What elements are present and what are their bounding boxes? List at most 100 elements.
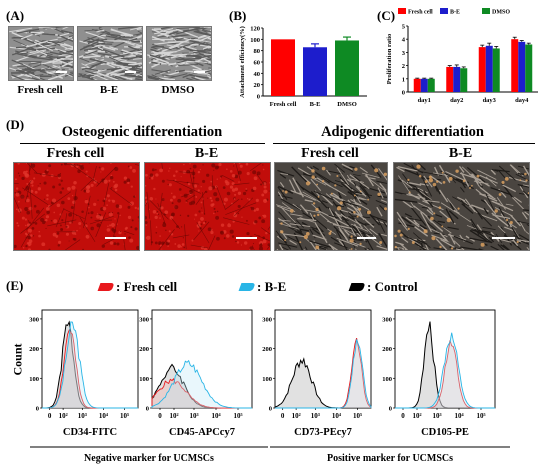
x-tick-label: 10³ xyxy=(78,412,87,420)
x-tick-label: 10³ xyxy=(189,412,198,420)
control-histogram xyxy=(42,320,138,409)
osteogenic-header: Osteogenic differentiation xyxy=(61,124,223,140)
bar xyxy=(453,66,461,92)
legend-label: : Fresh cell xyxy=(116,279,178,294)
bar xyxy=(413,78,421,92)
y-tick-label: 100 xyxy=(262,376,272,383)
y-tick-label: 200 xyxy=(382,346,392,353)
x-tick-label: 10⁵ xyxy=(353,412,362,420)
bar xyxy=(427,78,435,92)
bar xyxy=(420,78,428,92)
y-axis-label: Proliferation ratio xyxy=(386,34,393,85)
bar-dmso xyxy=(335,40,359,96)
panel-e-label: (E) xyxy=(6,278,24,293)
x-tick-label: 0 xyxy=(281,412,285,420)
micrograph-d-3 xyxy=(274,162,388,251)
panel-c-label: (C) xyxy=(377,8,396,23)
group-label: Positive marker for UCMSCs xyxy=(327,453,453,464)
y-tick-label: 0 xyxy=(146,406,149,413)
adipogenic-header: Adipogenic differentiation xyxy=(321,124,484,140)
attachment-efficiency-chart: 0 20 40 60 80 100 120 Fresh cell B-E DMSO Attachme… xyxy=(239,26,367,108)
x-tick-label: 10³ xyxy=(311,412,320,420)
be-histogram xyxy=(395,332,495,409)
bar xyxy=(518,41,526,92)
marker-label: CD34-FITC xyxy=(63,427,117,438)
y-tick-label: 200 xyxy=(262,346,272,353)
x-tick-label: 10² xyxy=(412,412,421,420)
y-tick-label: 200 xyxy=(139,346,149,353)
x-tick-label: B-E xyxy=(310,101,321,108)
legend-swatch xyxy=(398,8,406,14)
micrograph-a-caption: B-E xyxy=(99,84,119,96)
y-tick-label: 120 xyxy=(250,26,260,33)
bar xyxy=(511,39,519,92)
bar-fresh-cell xyxy=(271,39,295,96)
y-tick-label: 80 xyxy=(254,48,261,55)
y-tick-label: 0 xyxy=(402,90,405,97)
marker-label: CD73-PEcy7 xyxy=(294,427,352,438)
scale-bar xyxy=(105,237,126,239)
osteogenic-underline xyxy=(20,143,265,144)
scale-bar xyxy=(492,237,515,239)
bar xyxy=(446,66,454,92)
micrograph-d-caption: B-E xyxy=(194,146,219,161)
legend-label: B-E xyxy=(450,10,460,16)
y-tick-label: 0 xyxy=(269,406,272,413)
y-tick-label: 0 xyxy=(257,94,260,101)
legend-label: Fresh cell xyxy=(408,10,433,16)
micrograph-a-2 xyxy=(77,26,143,81)
scale-bar xyxy=(125,71,136,73)
micrograph-d-2 xyxy=(144,162,271,251)
y-tick-label: 20 xyxy=(254,82,261,89)
scale-bar xyxy=(194,71,205,73)
bar xyxy=(478,47,486,92)
x-tick-label: 10² xyxy=(59,412,68,420)
x-tick-label: 10⁴ xyxy=(211,412,221,420)
y-tick-label: 2 xyxy=(402,63,405,70)
histogram-frame xyxy=(41,309,139,409)
y-tick-label: 300 xyxy=(262,316,272,323)
x-tick-label: 0 xyxy=(158,412,162,420)
x-tick-label: day4 xyxy=(515,97,529,104)
histogram-4: 0 100 200 300 0 10² 10³ 10⁴ 10⁵ CD105-PE xyxy=(382,309,496,438)
x-tick-label: 10² xyxy=(292,412,301,420)
x-tick-label: DMSO xyxy=(337,101,357,108)
scale-bar xyxy=(56,71,67,73)
histogram-2: 0 100 200 300 0 10² 10³ 10⁴ 10⁵ CD45-APCcy7 xyxy=(139,309,253,438)
y-tick-label: 100 xyxy=(139,376,149,383)
x-tick-label: day1 xyxy=(418,97,431,104)
y-tick-label: 60 xyxy=(254,60,261,67)
x-tick-label: 10⁴ xyxy=(99,412,109,420)
y-tick-label: 40 xyxy=(254,71,261,78)
control-histogram xyxy=(274,357,371,409)
be-histogram xyxy=(275,339,372,409)
x-tick-label: 10⁵ xyxy=(476,412,485,420)
x-tick-label: day2 xyxy=(450,97,463,104)
micrograph-a-3 xyxy=(146,26,212,81)
legend-label: DMSO xyxy=(492,10,510,16)
micrograph-a-caption: DMSO xyxy=(161,84,195,96)
x-tick-label: Fresh cell xyxy=(270,101,297,108)
x-tick-label: 10³ xyxy=(432,412,441,420)
panel-d-label: (D) xyxy=(6,117,25,132)
y-tick-label: 4 xyxy=(402,37,406,44)
y-tick-label: 1 xyxy=(402,76,405,83)
legend-label: : B-E xyxy=(257,279,287,294)
x-tick-label: day3 xyxy=(483,97,497,104)
micrograph-d-caption: Fresh cell xyxy=(301,146,359,161)
legend-swatch xyxy=(348,283,366,291)
scale-bar xyxy=(357,237,376,239)
y-tick-label: 200 xyxy=(29,346,39,353)
bar xyxy=(492,48,500,92)
x-tick-label: 10⁵ xyxy=(233,412,242,420)
y-tick-label: 100 xyxy=(29,376,39,383)
micrograph-d-caption: B-E xyxy=(448,146,473,161)
y-tick-label: 0 xyxy=(36,406,39,413)
panel-a-label: (A) xyxy=(6,8,25,23)
bar xyxy=(525,44,533,92)
legend-swatch xyxy=(440,8,448,14)
micrograph-a-caption: Fresh cell xyxy=(17,84,63,96)
panel-b-label: (B) xyxy=(229,8,247,23)
